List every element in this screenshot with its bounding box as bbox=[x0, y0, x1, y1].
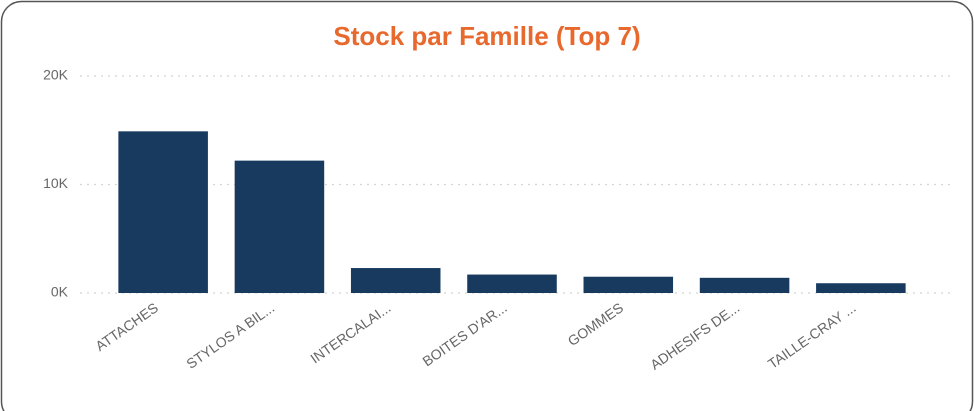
y-tick-label: 0K bbox=[51, 284, 69, 300]
bar bbox=[234, 160, 325, 293]
y-tick-label: 20K bbox=[43, 67, 69, 83]
bar bbox=[816, 283, 906, 293]
chart-title: Stock par Famille (Top 7) bbox=[333, 21, 640, 51]
y-tick-label: 10K bbox=[43, 175, 69, 191]
bar bbox=[118, 131, 208, 293]
bar bbox=[350, 268, 441, 293]
bar bbox=[467, 274, 557, 293]
bar bbox=[583, 276, 674, 293]
bar bbox=[699, 277, 790, 293]
